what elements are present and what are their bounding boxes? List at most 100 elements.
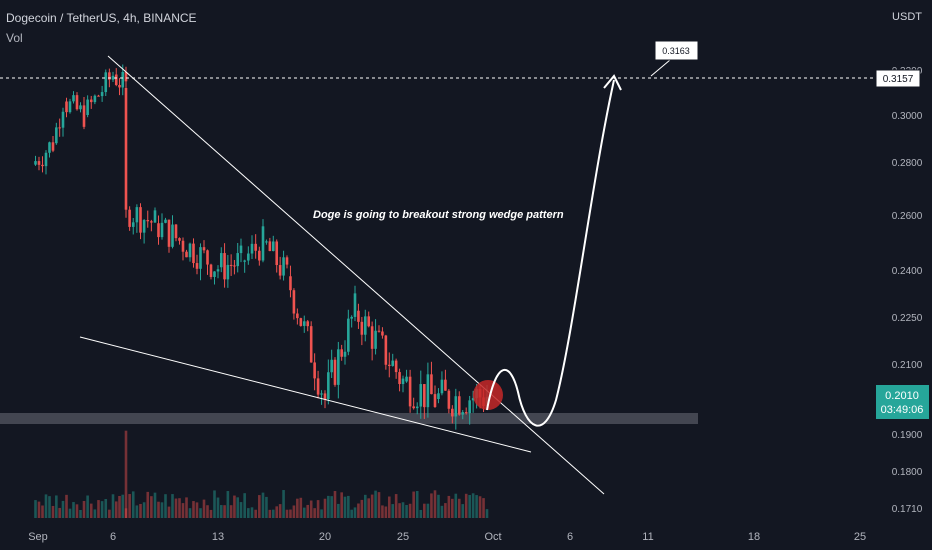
candle-body (296, 313, 299, 319)
candle (350, 315, 353, 328)
candle (65, 97, 68, 118)
projection-arrowhead (603, 74, 622, 91)
candle (167, 219, 171, 253)
volume-bar (360, 499, 364, 518)
volume-bar (121, 494, 125, 518)
candle (327, 359, 330, 405)
volume-bar (223, 505, 226, 518)
volume-bar (457, 498, 461, 518)
candle-body (160, 222, 164, 238)
candle (343, 340, 347, 365)
volume-bar (482, 498, 485, 518)
candle-body (124, 71, 128, 82)
candle-body (394, 360, 398, 373)
volume-label[interactable]: Vol (6, 31, 23, 45)
symbol-title[interactable]: Dogecoin / TetherUS, 4h, BINANCE (6, 11, 197, 25)
candle (243, 259, 246, 273)
candle (454, 388, 458, 430)
candle-body (370, 326, 374, 349)
volume-bar (440, 505, 444, 518)
volume-bar (51, 505, 55, 518)
volume-bar (261, 492, 265, 518)
candle (150, 219, 153, 232)
candle-body (350, 316, 353, 319)
candle (265, 239, 268, 245)
candle-body (437, 393, 440, 399)
candle-body (254, 243, 257, 251)
candle-body (89, 99, 93, 103)
volume-bar (108, 509, 111, 518)
candle-body (174, 224, 178, 239)
candle-body (75, 95, 79, 110)
time-axis[interactable]: Sep 6 13 20 25 Oct 6 11 18 25 (28, 531, 866, 543)
volume-bar (100, 501, 104, 518)
volume-bar (296, 498, 299, 518)
candle (72, 91, 75, 104)
wedge-upper-trendline[interactable] (107, 55, 605, 495)
candle (302, 315, 306, 333)
volume-bar (128, 494, 131, 518)
candle (178, 237, 181, 245)
volume-bar (316, 500, 320, 518)
candle (247, 246, 250, 265)
volume-bar (239, 502, 243, 518)
target-callout-box[interactable] (654, 40, 699, 61)
volume-bar (401, 502, 405, 518)
wedge-lower-trendline[interactable] (79, 336, 532, 453)
volume-bar (275, 506, 279, 518)
candle (223, 243, 226, 288)
candle-body (104, 72, 108, 93)
volume-bar (430, 493, 433, 518)
volume-bar (461, 504, 465, 518)
candle (394, 358, 398, 379)
volume-bar (282, 490, 285, 518)
volume-bar (75, 504, 79, 518)
candle-body (164, 219, 167, 223)
candle-body (367, 316, 371, 327)
volume-bar (188, 508, 192, 518)
volume-bar (167, 506, 171, 518)
annotation-text[interactable]: Doge is going to breakout strong wedge p… (313, 209, 564, 221)
volume-bar (135, 505, 139, 518)
volume-bar (178, 498, 181, 518)
price-tick-label: 0.1800 (892, 467, 923, 478)
candle (226, 254, 230, 288)
candle-body (93, 95, 97, 103)
candle (37, 156, 41, 171)
candle (48, 141, 51, 158)
volume-bar (271, 509, 275, 518)
volume-bar (104, 499, 108, 518)
candle-body (313, 362, 316, 379)
candle (374, 319, 377, 355)
candle (444, 369, 447, 391)
volume-bar (333, 491, 337, 518)
volume-bar (475, 495, 478, 518)
candle-body (216, 269, 220, 272)
candle (202, 240, 206, 254)
candle-body (171, 224, 174, 247)
volume-bar (118, 495, 121, 518)
candle-body (299, 318, 303, 326)
candle (451, 405, 454, 424)
volume-bar (302, 507, 306, 518)
volume-bar (37, 501, 41, 518)
target-price-label-bg (875, 69, 921, 88)
projection-arrow-path[interactable] (486, 79, 615, 427)
volume-bar (68, 508, 72, 518)
candle (268, 237, 272, 252)
volume-bar (471, 493, 475, 518)
candle (377, 325, 381, 333)
time-tick-label: 13 (212, 531, 224, 543)
candle-body (464, 412, 468, 414)
candle-body (58, 127, 61, 129)
volume-bar (142, 502, 146, 518)
candle-body (51, 142, 55, 151)
volume-bar (337, 503, 340, 518)
candle (233, 260, 236, 275)
candle (426, 362, 430, 418)
candle-body (433, 394, 437, 407)
candle-body (430, 374, 433, 395)
volume-bar (213, 490, 216, 518)
candle-body (153, 210, 157, 223)
